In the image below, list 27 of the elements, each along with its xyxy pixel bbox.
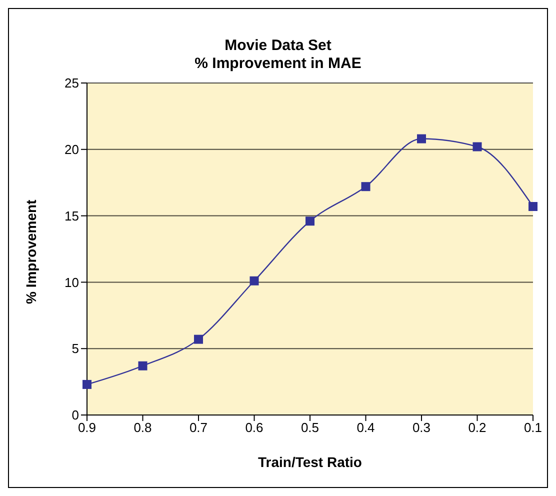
- x-tick-label: 0.9: [78, 420, 96, 436]
- x-tick-label: 0.7: [189, 420, 208, 436]
- chart-title: Movie Data Set % Improvement in MAE: [194, 37, 362, 73]
- y-tick-label: 10: [64, 274, 79, 290]
- x-tick-label: 0.2: [468, 420, 486, 436]
- y-axis-title: % Improvement: [22, 199, 39, 304]
- point: [250, 276, 259, 286]
- x-tick-label: 0.3: [412, 420, 431, 436]
- y-tick-label: 20: [64, 142, 79, 158]
- x-tick-label: 0.8: [134, 420, 152, 436]
- y-tick-label: 25: [64, 76, 79, 91]
- y-tick-label: 15: [64, 208, 79, 224]
- point: [472, 142, 482, 152]
- point: [82, 380, 92, 389]
- y-tick-label: 0: [72, 408, 79, 423]
- point: [528, 202, 538, 212]
- x-tick-label: 0.6: [245, 420, 264, 436]
- y-tick-label: 5: [72, 341, 79, 356]
- x-axis-title: Train/Test Ratio: [258, 454, 362, 470]
- x-tick-label: 0.1: [524, 420, 542, 436]
- point: [361, 182, 370, 192]
- point: [417, 134, 426, 144]
- point: [138, 361, 148, 370]
- point: [194, 334, 203, 344]
- x-tick-label: 0.4: [356, 420, 375, 436]
- point: [306, 216, 314, 226]
- x-tick-label: 0.5: [300, 420, 320, 436]
